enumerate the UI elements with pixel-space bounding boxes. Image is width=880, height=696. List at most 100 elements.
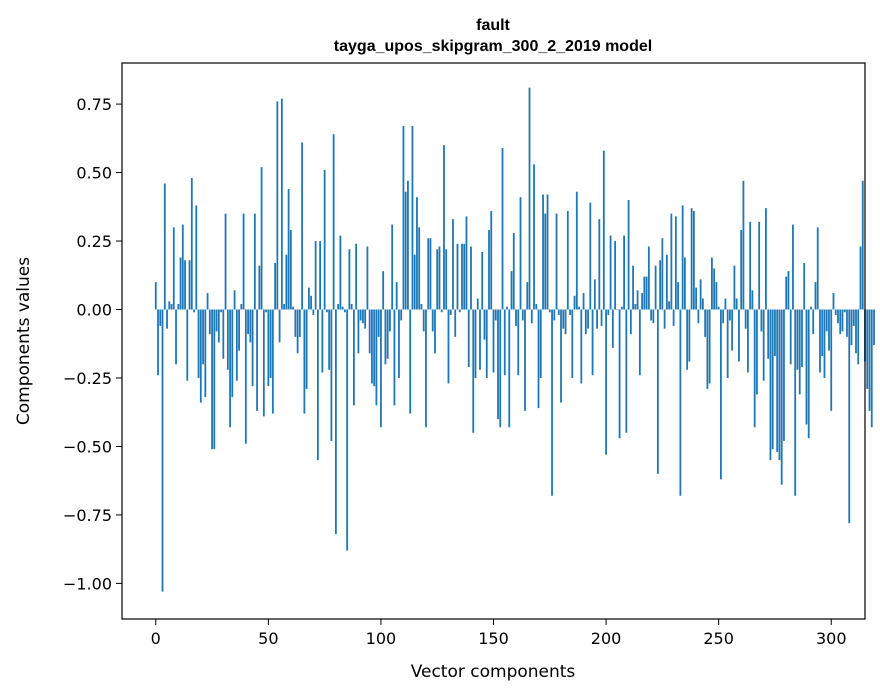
bar-156 <box>506 306 508 310</box>
bar-259 <box>738 309 740 362</box>
bar-227 <box>665 254 668 310</box>
bar-31 <box>224 213 227 310</box>
bar-127 <box>440 309 443 313</box>
bar-302 <box>834 309 837 315</box>
bar-86 <box>348 249 351 310</box>
bar-170 <box>537 309 540 409</box>
bar-292 <box>812 309 815 335</box>
bar-87 <box>350 304 353 310</box>
bar-211 <box>629 309 632 335</box>
bar-40 <box>244 309 247 444</box>
bar-59 <box>287 188 290 310</box>
bar-55 <box>278 309 281 343</box>
x-tick-label: 0 <box>151 629 161 648</box>
bar-123 <box>431 309 434 332</box>
bar-161 <box>517 309 520 376</box>
bar-229 <box>670 213 673 310</box>
bar-221 <box>652 309 655 324</box>
bar-317 <box>868 309 871 411</box>
bar-126 <box>438 246 441 310</box>
bar-28 <box>217 309 220 343</box>
bar-304 <box>839 309 842 335</box>
bar-63 <box>296 309 299 354</box>
bar-294 <box>816 227 819 310</box>
bar-236 <box>686 309 689 370</box>
bar-276 <box>776 309 779 452</box>
bar-223 <box>656 309 659 474</box>
bar-209 <box>625 309 628 433</box>
bar-286 <box>798 309 801 395</box>
y-tick-label: 0.25 <box>76 232 112 251</box>
bar-5 <box>166 309 168 329</box>
bar-102 <box>384 309 387 365</box>
bar-89 <box>355 243 358 310</box>
bar-311 <box>855 309 857 354</box>
bar-191 <box>584 309 587 335</box>
bar-192 <box>587 309 589 329</box>
bar-260 <box>740 230 743 310</box>
y-axis-ticks: −1.00 −0.75 −0.50 −0.25 0.00 0.25 0.50 0.75 <box>63 95 122 593</box>
bar-219 <box>647 246 650 310</box>
bar-314 <box>861 180 864 310</box>
bar-45 <box>256 309 258 411</box>
bar-254 <box>726 309 729 378</box>
bar-262 <box>744 309 747 329</box>
bar-76 <box>325 309 328 313</box>
bar-235 <box>683 257 686 310</box>
bar-291 <box>810 306 812 310</box>
bar-238 <box>690 208 693 310</box>
bar-293 <box>814 282 817 310</box>
bar-70 <box>312 309 315 315</box>
bar-series <box>154 87 875 592</box>
bar-33 <box>229 309 231 428</box>
y-tick-label: 0.75 <box>76 95 112 114</box>
bar-116 <box>416 197 418 310</box>
bar-140 <box>470 246 472 310</box>
bar-136 <box>461 243 463 310</box>
bar-216 <box>641 293 643 310</box>
bar-135 <box>458 309 461 313</box>
bar-64 <box>298 309 301 337</box>
bar-285 <box>796 309 799 370</box>
bar-167 <box>530 309 533 324</box>
bar-120 <box>425 309 427 428</box>
bar-272 <box>767 309 770 359</box>
bar-68 <box>307 287 310 310</box>
bar-194 <box>591 309 594 376</box>
bar-264 <box>749 221 752 310</box>
bar-188 <box>578 306 580 310</box>
bar-9 <box>175 309 177 365</box>
bar-153 <box>499 309 502 428</box>
bar-78 <box>330 309 333 441</box>
bar-110 <box>402 126 405 310</box>
bar-172 <box>542 194 544 310</box>
bar-117 <box>418 227 421 310</box>
bar-47 <box>260 167 263 310</box>
bar-217 <box>643 276 646 310</box>
bar-180 <box>560 309 562 403</box>
bar-200 <box>605 309 607 455</box>
y-tick-label: −1.00 <box>63 574 112 593</box>
bar-300 <box>830 309 833 411</box>
bar-139 <box>467 309 470 368</box>
bar-177 <box>553 309 556 321</box>
bar-190 <box>582 293 585 310</box>
bar-169 <box>535 304 538 310</box>
bar-256 <box>731 309 734 351</box>
bar-12 <box>181 224 184 310</box>
bar-113 <box>409 309 412 414</box>
bar-71 <box>314 241 317 310</box>
bar-54 <box>276 101 279 310</box>
bar-198 <box>600 309 603 326</box>
bar-137 <box>463 243 466 310</box>
bar-207 <box>620 306 623 310</box>
bar-7 <box>170 304 173 310</box>
x-tick-label: 100 <box>366 629 397 648</box>
bar-197 <box>598 219 601 310</box>
bar-13 <box>184 260 186 310</box>
bar-24 <box>208 309 211 335</box>
bar-195 <box>593 279 596 310</box>
bar-4 <box>163 183 166 310</box>
y-tick-label: 0.00 <box>76 301 112 320</box>
bar-147 <box>485 309 488 378</box>
